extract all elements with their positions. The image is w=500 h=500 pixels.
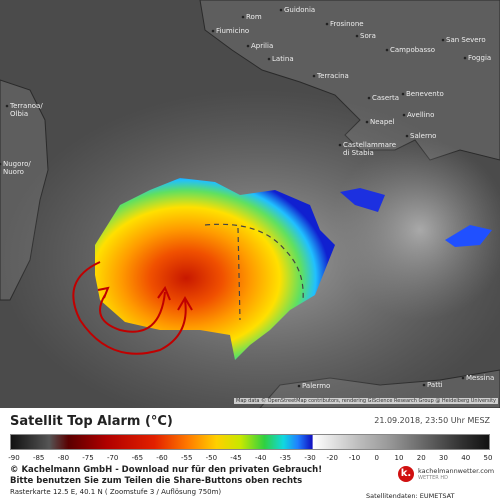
city-label: Fiumicino [216,27,249,35]
scale-tick-label: 10 [394,454,404,462]
city-dot [365,120,369,124]
city-dot [297,384,301,388]
city-label: Caserta [372,94,399,102]
city-dot [463,56,467,60]
city-dot [385,48,389,52]
city-label: San Severo [446,36,486,44]
data-source: Satellitendaten: EUMETSAT [366,492,455,500]
city-dot [325,22,329,26]
city-label: Latina [272,55,294,63]
city-dot [355,34,359,38]
scale-tick-label: 40 [461,454,471,462]
city-label: Avellino [407,111,434,119]
city-dot [367,96,371,100]
scale-tick-label: -60 [156,454,168,462]
city-label: Terranoa/Olbia [9,102,43,118]
color-scale [10,434,490,450]
city-dot [211,29,215,33]
city-label: Foggia [468,54,491,62]
city-label: Benevento [406,90,444,98]
city-dot [405,134,409,138]
city-dot [338,143,342,147]
scale-tick-label: -45 [230,454,242,462]
legend-panel: Satellit Top Alarm (°C) 21.09.2018, 23:5… [0,408,500,500]
scale-tick-label: -75 [82,454,94,462]
city-label: Rom [246,13,262,21]
timestamp: 21.09.2018, 23:50 Uhr MESZ [374,416,490,425]
logo-name[interactable]: kachelmannwetter.com [418,467,495,475]
city-label: Neapel [370,118,395,126]
city-label: Sora [360,32,376,40]
city-dot [5,104,9,108]
city-label: Messina [466,374,494,382]
scale-tick-label: 20 [416,454,426,462]
scale-ticks: -90 -85 -80 -75 -70 -65 -60 -55 -50 -45 -40 -35 -30 -… [0,454,500,464]
scale-tick-label: -35 [279,454,292,462]
city-dot [279,8,283,12]
city-dot [246,44,250,48]
scale-tick-label: 30 [439,454,448,462]
city-dot [402,113,406,117]
scale-tick-label: -30 [304,454,316,462]
city-label: Palermo [302,382,330,390]
city-dot [312,74,316,78]
city-dot [267,57,271,61]
logo-sub: WETTER HD [418,475,448,481]
share-note: Bitte benutzen Sie zum Teilen die Share-… [10,476,303,486]
city-label: Aprilia [251,42,273,50]
scale-tick-label: -50 [205,454,218,462]
city-label: Terracina [316,72,349,80]
scale-tick-label: -65 [131,454,144,462]
city-label: Castellammare di Stabia [343,141,396,157]
legend-title: Satellit Top Alarm (°C) [10,414,173,429]
scale-tick-label: -80 [57,454,70,462]
raster-info: Rasterkarte 12.5 E, 40.1 N ( Zoomstufe 3… [10,488,222,496]
scale-tick-label: 0 [374,454,379,462]
scale-tick-label: -70 [106,454,119,462]
scale-tick-label: 50 [483,454,493,462]
city-dot [461,376,465,380]
scale-tick-label: -85 [32,454,45,462]
city-label: Guidonia [284,6,315,14]
city-dot [401,92,405,96]
city-label: Nugoro/Nuoro [3,160,31,176]
scale-tick-label: -40 [254,454,267,462]
city-dot [0,162,2,166]
scale-tick-label: -10 [348,454,361,462]
city-dot [441,38,445,42]
city-label: Salerno [410,132,436,140]
scale-tick-label: -20 [326,454,338,462]
logo-icon[interactable]: k. [398,466,414,482]
city-label: Campobasso [390,46,435,54]
city-dot [241,15,245,19]
scale-tick-label: -55 [180,454,193,462]
city-label: Frosinone [330,20,364,28]
map-attribution: Map data © OpenStreetMap contributors, r… [234,398,498,404]
copyright: © Kachelmann GmbH - Download nur für den… [10,465,323,475]
city-dot [422,383,426,387]
scale-tick-label: -90 [8,454,20,462]
city-label: Patti [427,381,443,389]
